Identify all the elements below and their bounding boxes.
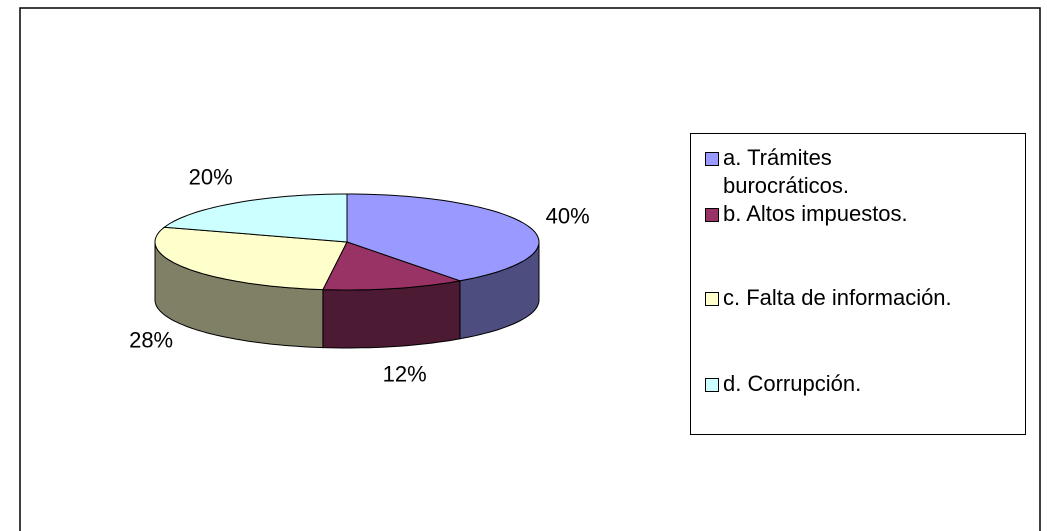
legend-item: d. Corrupción. xyxy=(705,370,963,398)
legend-swatch xyxy=(705,378,719,392)
slice xyxy=(346,193,540,282)
legend-swatch xyxy=(705,208,719,222)
legend-label: c. Falta de información. xyxy=(723,285,952,310)
data-label: 40% xyxy=(546,204,590,229)
slice xyxy=(154,226,348,291)
legend-label: b. Altos impuestos. xyxy=(723,201,908,226)
legend-label: d. Corrupción. xyxy=(723,371,862,396)
slice xyxy=(163,193,348,243)
slice-side xyxy=(322,280,461,349)
slice xyxy=(322,241,462,291)
legend: a. Trámites burocráticos. b. Altos impues… xyxy=(690,133,1026,435)
legend-swatch xyxy=(705,292,719,306)
legend-item: c. Falta de información. xyxy=(705,284,963,312)
legend-item: b. Altos impuestos. xyxy=(705,200,963,228)
legend-label: a. Trámites burocráticos. xyxy=(723,145,849,198)
data-label: 28% xyxy=(129,328,173,353)
legend-swatch xyxy=(705,152,719,166)
data-label: 20% xyxy=(189,165,233,190)
data-label: 12% xyxy=(383,361,427,386)
legend-item: a. Trámites burocráticos. xyxy=(705,144,963,200)
